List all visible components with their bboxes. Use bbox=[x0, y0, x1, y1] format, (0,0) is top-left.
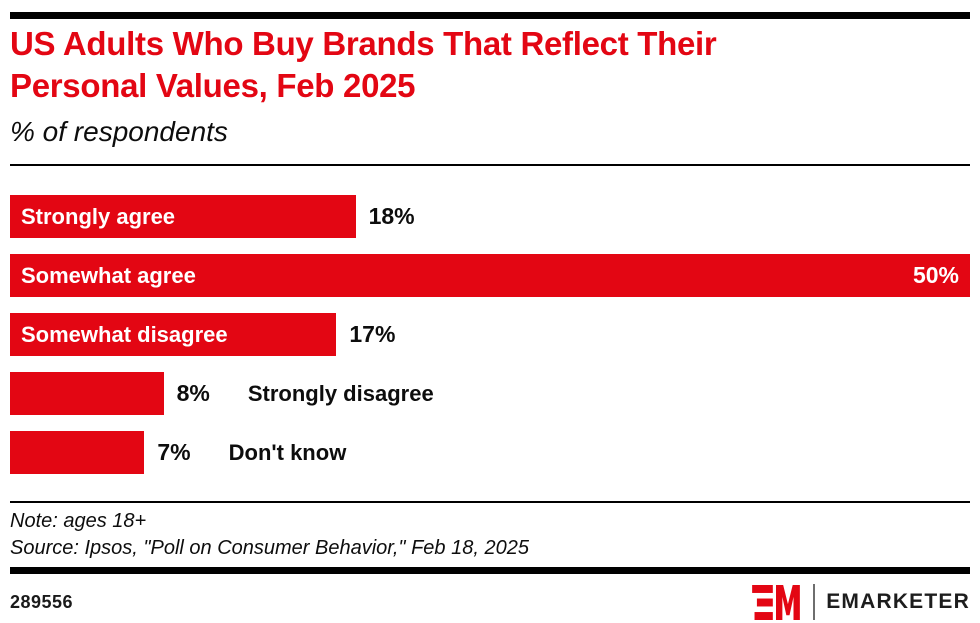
bar-value: 50% bbox=[912, 262, 959, 288]
bar-dont-know bbox=[10, 431, 145, 474]
header-divider bbox=[10, 164, 970, 166]
bar-label: Strongly disagree bbox=[247, 380, 434, 406]
em-logo-icon bbox=[752, 584, 801, 620]
bar-label: Somewhat disagree bbox=[21, 321, 228, 347]
bar-value: 8% bbox=[176, 380, 210, 406]
title-line-2: Personal Values, Feb 2025 bbox=[10, 67, 416, 104]
bar-value: 7% bbox=[157, 439, 191, 465]
source-text: Source: Ipsos, "Poll on Consumer Behavio… bbox=[10, 537, 529, 559]
chart-id: 289556 bbox=[10, 591, 74, 612]
bar-label: Somewhat agree bbox=[21, 262, 196, 288]
bottom-rule bbox=[10, 567, 970, 574]
bar-chart: Strongly agree 18% Somewhat agree 50% So… bbox=[10, 195, 970, 474]
bar-strongly-disagree bbox=[10, 372, 164, 415]
bar-value: 18% bbox=[368, 203, 415, 229]
bar-somewhat-agree: Somewhat agree 50% bbox=[10, 254, 970, 297]
bar-label: Don't know bbox=[228, 439, 347, 465]
footer-bar: 289556 EMARKETER bbox=[10, 583, 970, 621]
bar-row-strongly-agree: Strongly agree 18% bbox=[10, 195, 970, 238]
bar-somewhat-disagree: Somewhat disagree bbox=[10, 313, 337, 356]
bar-value: 17% bbox=[349, 321, 396, 347]
bar-row-somewhat-disagree: Somewhat disagree 17% bbox=[10, 313, 970, 356]
footer-divider bbox=[10, 501, 970, 503]
page-title: US Adults Who Buy Brands That Reflect Th… bbox=[10, 23, 970, 107]
notes-block: Note: ages 18+ Source: Ipsos, "Poll on C… bbox=[10, 508, 970, 562]
bar-row-somewhat-agree: Somewhat agree 50% bbox=[10, 254, 970, 297]
top-rule bbox=[10, 12, 970, 19]
note-text: Note: ages 18+ bbox=[10, 510, 147, 532]
title-line-1: US Adults Who Buy Brands That Reflect Th… bbox=[10, 25, 717, 62]
bar-strongly-agree: Strongly agree bbox=[10, 195, 356, 238]
emarketer-logo: EMARKETER bbox=[752, 584, 970, 620]
bar-row-strongly-disagree: 8% Strongly disagree bbox=[10, 372, 970, 415]
bar-row-dont-know: 7% Don't know bbox=[10, 431, 970, 474]
logo-divider bbox=[813, 584, 816, 620]
bar-label: Strongly agree bbox=[21, 203, 176, 229]
emarketer-wordmark: EMARKETER bbox=[826, 590, 970, 613]
chart-subtitle: % of respondents bbox=[10, 116, 228, 147]
